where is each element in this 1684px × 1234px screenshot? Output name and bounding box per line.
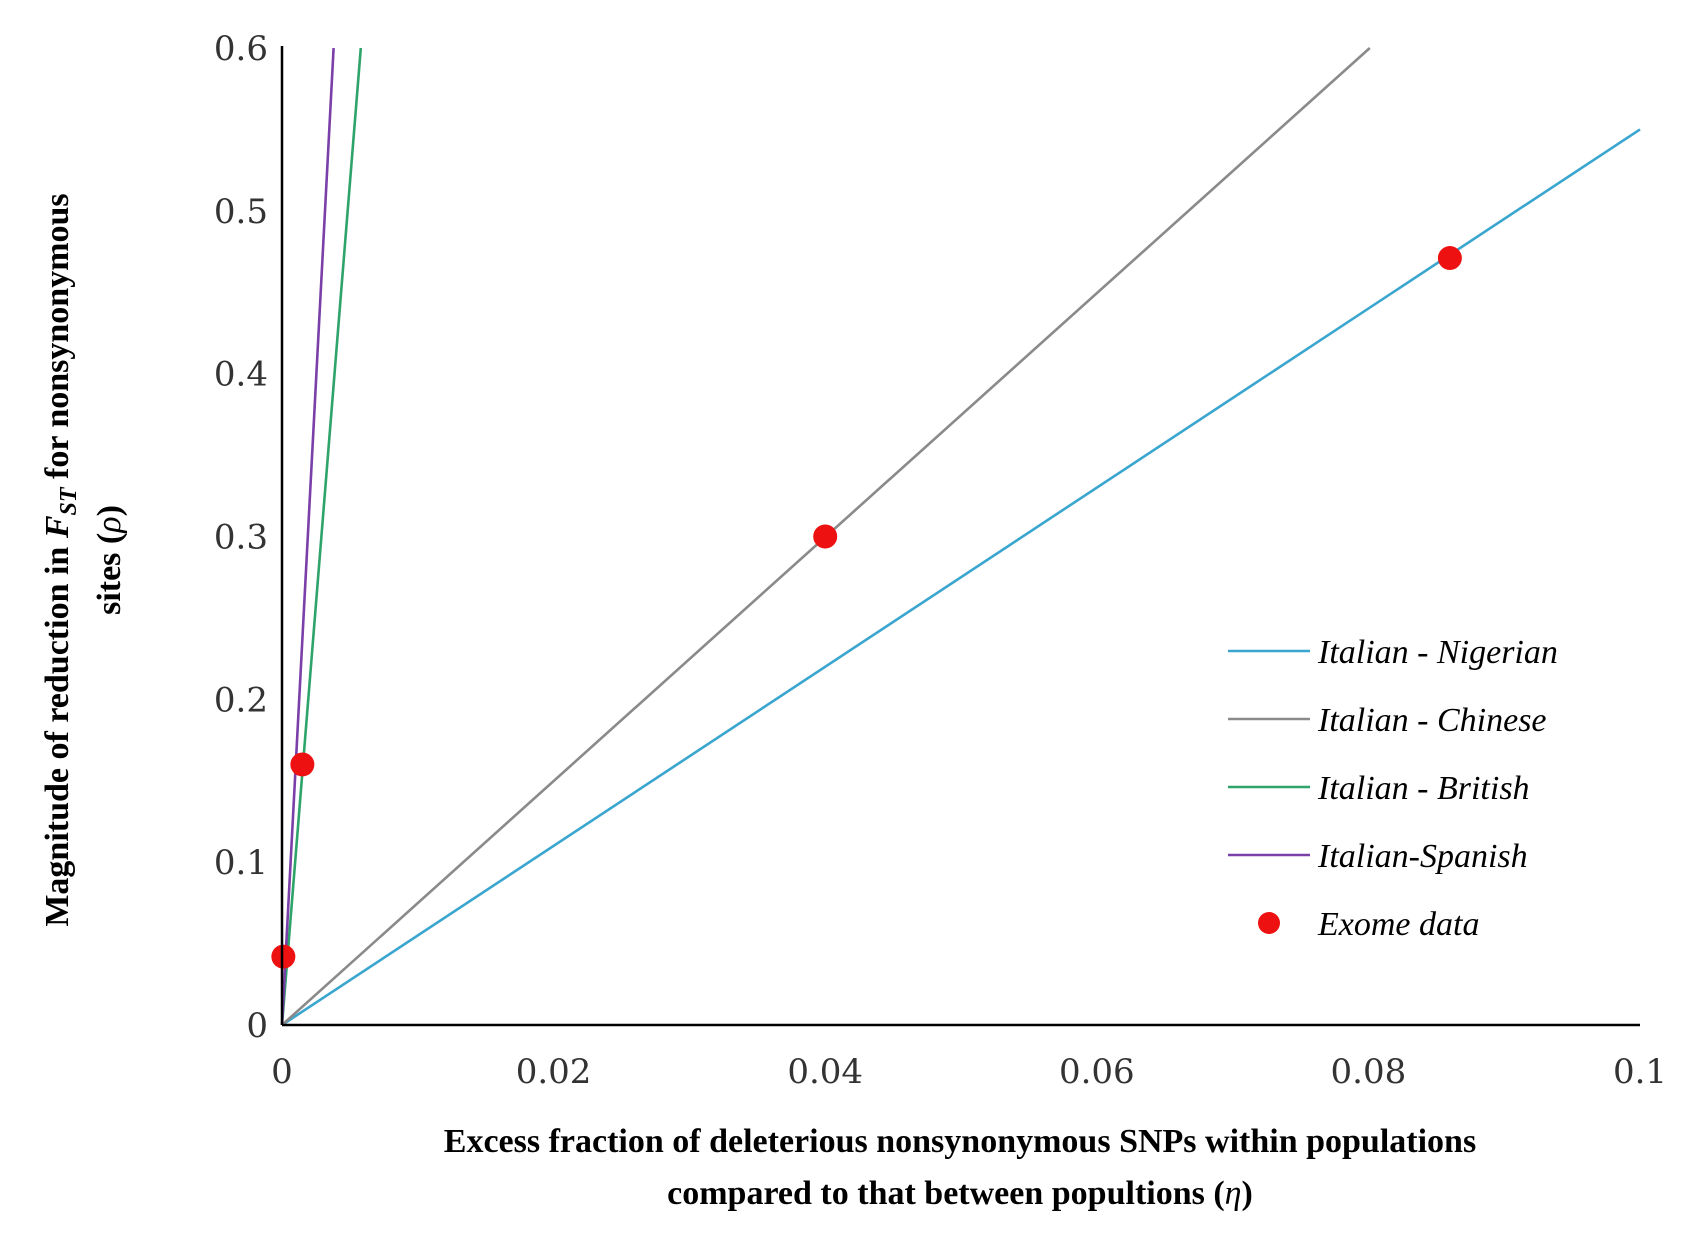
y-tick-label-3: 0.3 xyxy=(214,518,268,558)
y-axis-title-line1-end: for nonsynonymous xyxy=(39,193,76,487)
series-line-italian-british xyxy=(280,47,363,1026)
y-axis-title-line1-text: Magnitude of reduction in xyxy=(39,538,76,927)
y-axis-title-line2: sites (ρ) xyxy=(91,505,128,615)
exome-data-points xyxy=(271,246,1462,969)
rho-symbol: ρ xyxy=(91,516,128,533)
exome-data-point-0 xyxy=(271,944,296,969)
legend-item-italian-spanish: Italian-Spanish xyxy=(1228,838,1528,875)
y-tick-label-5: 0.5 xyxy=(214,192,268,232)
fst-symbol: F xyxy=(39,515,76,539)
y-tick-label-1: 0.1 xyxy=(214,843,268,883)
legend-label-italian-british: Italian - British xyxy=(1317,770,1530,807)
exome-data-point-1 xyxy=(290,752,315,777)
x-axis-title: Excess fraction of deleterious nonsynony… xyxy=(444,1123,1476,1212)
y-axis-title-line2-end: ) xyxy=(91,505,128,516)
legend-label-italian-chinese: Italian - Chinese xyxy=(1317,702,1547,739)
y-axis-title-line1: Magnitude of reduction in FST for nonsyn… xyxy=(39,193,82,926)
x-tick-label-5: 0.1 xyxy=(1613,1052,1667,1092)
x-tick-label-3: 0.06 xyxy=(1059,1052,1135,1092)
legend-item-italian-nigerian: Italian - Nigerian xyxy=(1228,634,1558,671)
exome-data-point-3 xyxy=(1437,246,1462,271)
x-axis-title-line2: compared to that between popultions (η) xyxy=(667,1175,1253,1212)
y-tick-labels: 0 0.1 0.2 0.3 0.4 0.5 0.6 xyxy=(214,29,268,1046)
legend-label-italian-nigerian: Italian - Nigerian xyxy=(1317,634,1558,671)
legend-item-exome-data: Exome data xyxy=(1258,906,1479,943)
x-axis-title-line1: Excess fraction of deleterious nonsynony… xyxy=(444,1123,1476,1160)
legend-label-italian-spanish: Italian-Spanish xyxy=(1317,838,1528,875)
y-tick-label-6: 0.6 xyxy=(214,29,268,69)
x-axis-title-line2-end: ) xyxy=(1242,1175,1253,1212)
x-tick-labels: 0 0.02 0.04 0.06 0.08 0.1 xyxy=(271,1052,1667,1092)
x-tick-label-0: 0 xyxy=(271,1052,293,1092)
exome-data-point-2 xyxy=(813,524,838,549)
legend: Italian - Nigerian Italian - Chinese Itali… xyxy=(1228,634,1558,943)
series-layer xyxy=(280,47,1641,1027)
fst-subscript: ST xyxy=(56,486,82,515)
legend-label-exome-data: Exome data xyxy=(1317,906,1479,943)
x-axis-title-line2-text: compared to that between popultions ( xyxy=(667,1175,1225,1212)
x-tick-label-2: 0.04 xyxy=(787,1052,863,1092)
y-axis-title-line2-text: sites ( xyxy=(91,533,128,615)
y-tick-label-2: 0.2 xyxy=(214,680,268,720)
legend-marker-exome-data xyxy=(1258,912,1280,934)
series-line-italian-nigerian xyxy=(281,128,1641,1027)
eta-symbol: η xyxy=(1225,1175,1242,1212)
legend-item-italian-chinese: Italian - Chinese xyxy=(1228,702,1547,739)
y-tick-label-0: 0 xyxy=(246,1006,268,1046)
x-tick-label-1: 0.02 xyxy=(516,1052,592,1092)
legend-item-italian-british: Italian - British xyxy=(1228,770,1530,807)
series-line-italian-spanish xyxy=(280,47,335,1026)
y-axis-title: Magnitude of reduction in FST for nonsyn… xyxy=(39,193,128,926)
x-tick-label-4: 0.08 xyxy=(1331,1052,1407,1092)
y-tick-label-4: 0.4 xyxy=(214,355,268,395)
